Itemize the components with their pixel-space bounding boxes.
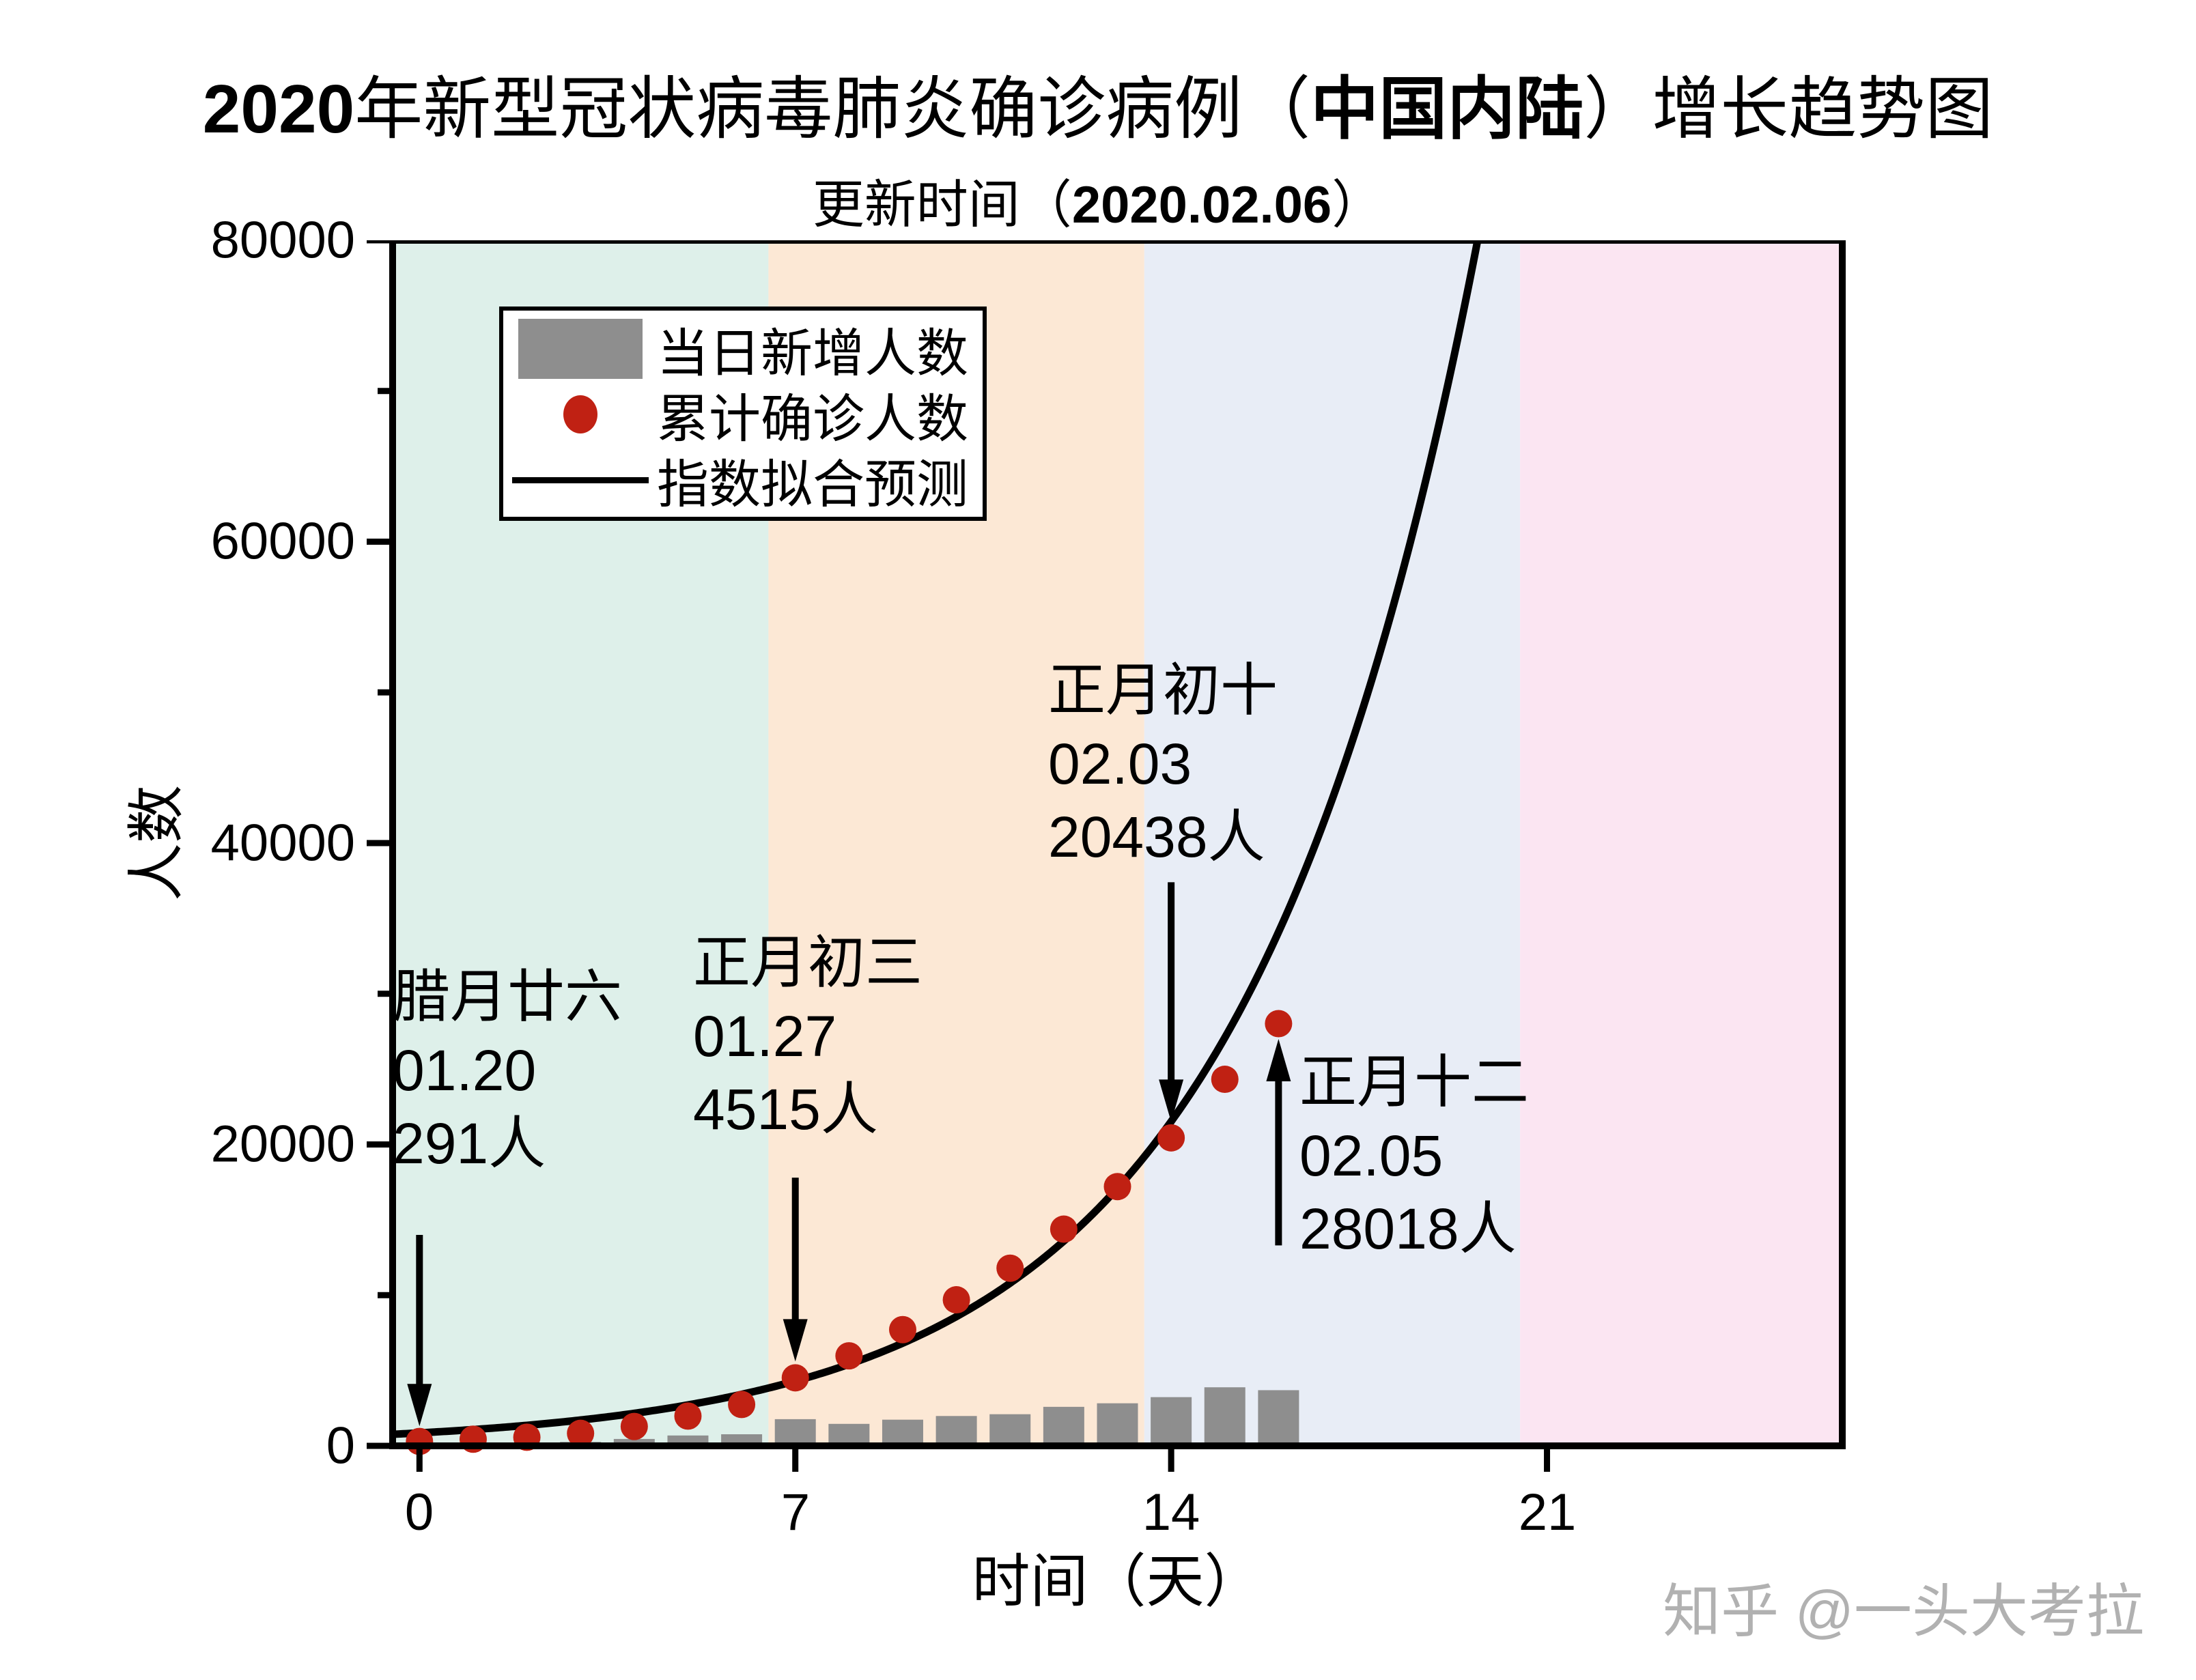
- x-tick-label-0: 0: [404, 1483, 434, 1541]
- x-tick-label-21: 21: [1518, 1483, 1577, 1541]
- cumulative-dot: [996, 1254, 1024, 1282]
- title-suffix: ）增长趋势图: [1583, 72, 1994, 147]
- cumulative-dot: [620, 1412, 648, 1440]
- y-tick-label-0: 0: [326, 1416, 355, 1475]
- daily-new-bar: [882, 1419, 923, 1446]
- y-tick-label-40000: 40000: [210, 814, 355, 872]
- plot-frame: [389, 240, 1846, 1449]
- title-year: 2020: [202, 71, 355, 147]
- subtitle-suffix: ）: [1332, 177, 1384, 234]
- watermark: 知乎 @一头大考拉: [1663, 1580, 2144, 1645]
- daily-new-bar: [1151, 1397, 1192, 1446]
- week-band: [768, 240, 1144, 1446]
- y-tick-label-20000: 20000: [210, 1115, 355, 1173]
- daily-new-bar: [989, 1414, 1031, 1446]
- x-tick-label-14: 14: [1142, 1483, 1200, 1541]
- title-region: 中国内陆: [1310, 72, 1584, 147]
- chart-subtitle: 更新时间（2020.02.06）: [0, 162, 2196, 238]
- y-tick-label-60000: 60000: [210, 512, 355, 571]
- y-tick-label-80000: 80000: [210, 211, 355, 270]
- title-text: 年新型冠状病毒肺炎确诊病例（: [354, 72, 1311, 147]
- subtitle-date: 2020.02.06: [1071, 176, 1332, 234]
- cumulative-dot: [1050, 1215, 1078, 1243]
- cumulative-dot: [728, 1391, 756, 1419]
- annotation-arrowhead-icon: [1266, 1038, 1291, 1081]
- daily-new-bar: [828, 1423, 870, 1446]
- fit-curve: [392, 240, 1482, 1438]
- week-band: [393, 240, 769, 1446]
- daily-new-bar: [1097, 1403, 1138, 1446]
- cumulative-dot: [888, 1315, 916, 1343]
- annotation-arrowhead-icon: [1159, 1079, 1184, 1122]
- cumulative-dot: [1265, 1010, 1293, 1038]
- cumulative-dot: [674, 1402, 702, 1430]
- cumulative-dot: [1211, 1066, 1239, 1094]
- daily-new-bar: [1204, 1387, 1245, 1446]
- daily-new-bar: [613, 1438, 655, 1446]
- cumulative-dot: [781, 1364, 809, 1392]
- x-tick-label-7: 7: [780, 1483, 811, 1541]
- chart-title: 2020年新型冠状病毒肺炎确诊病例（中国内陆）增长趋势图: [0, 53, 2196, 152]
- subtitle-text: 更新时间（: [812, 177, 1072, 234]
- daily-new-bar: [935, 1416, 977, 1446]
- x-axis-title: 时间（天）: [972, 1550, 1263, 1614]
- annotation-arrowhead-icon: [407, 1384, 432, 1427]
- cumulative-dot: [1103, 1173, 1131, 1201]
- cumulative-dot: [942, 1286, 970, 1314]
- daily-new-bar: [1043, 1406, 1084, 1446]
- daily-new-bar: [774, 1419, 816, 1446]
- annotation-arrowhead-icon: [783, 1319, 808, 1362]
- week-band: [1520, 240, 1842, 1446]
- daily-new-bar: [1258, 1390, 1299, 1446]
- cumulative-dot: [835, 1342, 863, 1370]
- week-band: [1144, 240, 1521, 1446]
- cumulative-dot: [567, 1419, 595, 1447]
- cumulative-dot: [1157, 1124, 1185, 1152]
- plot-area: [367, 240, 1846, 1472]
